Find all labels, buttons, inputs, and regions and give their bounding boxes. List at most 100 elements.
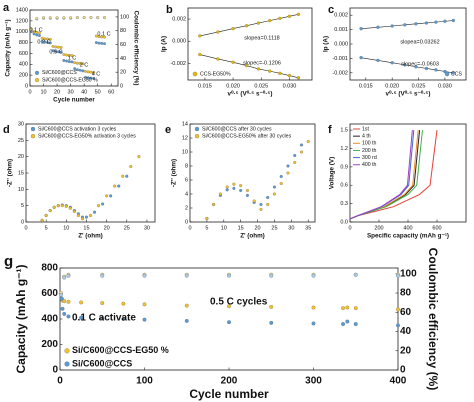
- annotation: 0.2 C: [37, 39, 50, 45]
- y-tick-label: 1000: [16, 29, 28, 35]
- data-point: [109, 194, 113, 198]
- data-point: [227, 273, 231, 278]
- data-point: [103, 35, 106, 39]
- x-tick-label: 0: [57, 376, 63, 387]
- data-point: [142, 273, 147, 278]
- data-point: [227, 320, 231, 325]
- panel-label: b: [166, 4, 173, 16]
- data-point: [64, 204, 68, 208]
- legend-swatch: [194, 134, 200, 139]
- annotation: 0.1 C: [29, 27, 42, 33]
- fit-line: [199, 14, 299, 37]
- x-tick-label: 0.015: [359, 84, 373, 90]
- data-point: [70, 60, 74, 64]
- data-point: [100, 273, 105, 278]
- legend-label: 400 th: [362, 162, 377, 168]
- data-point: [92, 76, 96, 80]
- data-point: [29, 27, 33, 31]
- y2-tick-label: 40: [400, 326, 412, 337]
- data-point: [84, 215, 88, 219]
- data-point: [359, 56, 363, 60]
- data-point: [390, 24, 394, 28]
- data-point: [82, 16, 86, 20]
- data-point: [96, 16, 100, 20]
- x-axis-label: Specific capacity (mAh g⁻¹): [367, 232, 449, 239]
- data-point: [40, 40, 44, 43]
- data-point: [52, 205, 56, 209]
- data-point: [59, 50, 63, 54]
- annotation: 1 C: [68, 55, 77, 61]
- data-point: [54, 49, 58, 53]
- x-tick-label: 25: [124, 226, 130, 232]
- y2-axis-label: Coulombic efficiency (%): [132, 11, 139, 86]
- data-point: [38, 31, 41, 35]
- data-point: [216, 57, 220, 61]
- data-point: [299, 143, 304, 147]
- data-point: [65, 53, 68, 57]
- data-point: [232, 182, 236, 186]
- x-tick-label: 20: [255, 226, 261, 232]
- legend-swatch: [30, 126, 36, 132]
- data-point: [451, 71, 455, 75]
- plot-frame: [189, 123, 316, 223]
- data-point: [142, 302, 147, 307]
- data-point: [86, 70, 90, 74]
- data-point: [72, 210, 76, 214]
- x-tick-label: 0.020: [226, 84, 240, 90]
- legend-label: 4 th: [362, 134, 371, 140]
- data-point: [396, 273, 400, 278]
- legend-label: Si/C600@CCS activation 3 cycles: [38, 126, 117, 132]
- data-point: [269, 320, 274, 325]
- plot-frame: [187, 7, 313, 81]
- data-point: [62, 299, 67, 304]
- x-tick-label: 20: [54, 90, 60, 96]
- y-tick-label: -0.002: [170, 61, 186, 67]
- x-tick-label: 0: [24, 226, 27, 232]
- data-point: [216, 30, 220, 34]
- legend-swatch: [192, 71, 198, 77]
- y-tick-label: 1400: [16, 7, 28, 13]
- data-point: [245, 188, 249, 193]
- annotation: 0.5 C: [49, 49, 62, 55]
- data-point: [79, 300, 84, 305]
- data-point: [62, 59, 66, 62]
- data-point: [58, 293, 63, 297]
- y-tick-label: 0.3: [340, 201, 348, 207]
- data-point: [69, 16, 73, 20]
- x-tick-label: 30: [144, 226, 150, 232]
- y2-axis-label: Coulombic efficiency (%): [426, 248, 440, 391]
- y2-tick-label: 0: [120, 83, 123, 89]
- data-point: [125, 174, 129, 178]
- data-point: [57, 50, 60, 54]
- x-tick-label: 0.025: [412, 84, 426, 90]
- data-point: [259, 202, 263, 207]
- x-tick-label: 0: [188, 226, 191, 232]
- x-tick-label: 0.020: [385, 84, 399, 90]
- fit-line: [361, 20, 454, 30]
- x-axis-label: Z' (ohm): [240, 232, 265, 239]
- y-tick-label: 0.000: [334, 41, 348, 47]
- data-point: [113, 184, 117, 188]
- data-point: [62, 16, 66, 20]
- y-tick-label: 20: [18, 154, 24, 160]
- data-point: [94, 41, 98, 44]
- data-point: [48, 16, 52, 20]
- data-point: [100, 41, 104, 45]
- annotation: 0.1 C activate: [72, 313, 136, 324]
- x-axis-label: Cycle number: [53, 96, 95, 103]
- data-point: [35, 16, 39, 20]
- data-point: [278, 71, 282, 75]
- x-tick-label: 10: [40, 90, 46, 96]
- data-point: [434, 68, 438, 72]
- data-point: [232, 186, 236, 190]
- data-point: [89, 70, 93, 74]
- x-tick-label: 300: [305, 376, 322, 387]
- legend-label: Si/C600@CCS-EG50 %: [72, 345, 169, 355]
- y-tick-label: 400: [41, 314, 58, 325]
- data-point: [44, 213, 48, 217]
- data-point: [259, 207, 263, 211]
- data-point: [35, 30, 39, 34]
- legend-swatch: [444, 71, 450, 77]
- data-point: [100, 316, 105, 321]
